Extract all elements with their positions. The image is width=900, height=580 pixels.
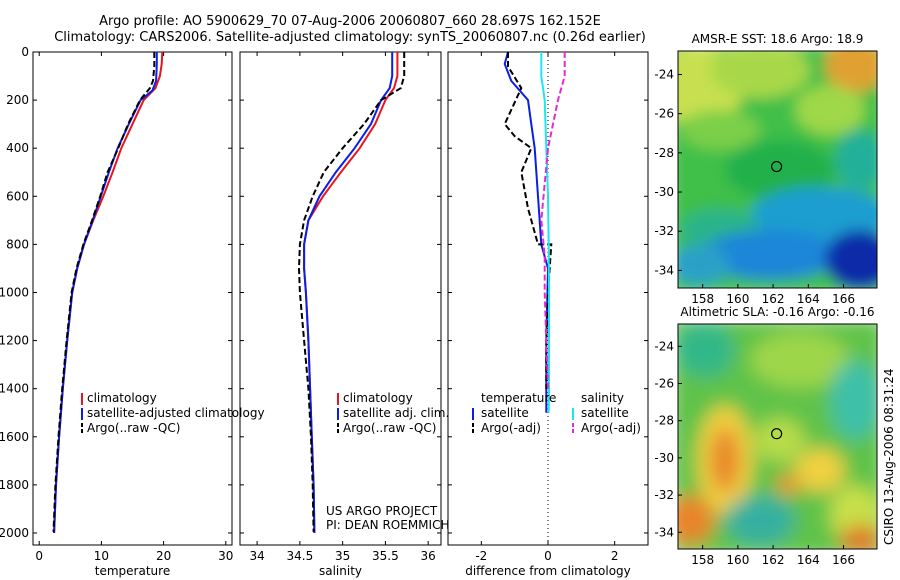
sla_map-axes-box	[677, 323, 878, 550]
sla_map-ytick-label: -24	[654, 339, 674, 353]
temperature-ytick-label: 600	[6, 189, 29, 203]
temperature-legend-label: climatology	[87, 391, 157, 405]
salinity-xtick-label: 35.5	[372, 549, 399, 563]
sla_map-ytick-label: -34	[654, 525, 674, 539]
temperature-axes-box	[32, 51, 233, 546]
sst_map-ytick-label: -28	[654, 146, 674, 160]
salinity-annotation: PI: DEAN ROEMMICH	[326, 518, 449, 532]
sla_map-xtick-label: 164	[797, 553, 820, 567]
difference-legend-label: satellite	[481, 406, 529, 420]
sla_map-xtick-label: 166	[832, 553, 855, 567]
sla_map-ytick-label: -26	[654, 377, 674, 391]
temperature-xtick-label: 10	[94, 549, 109, 563]
difference-xlabel: difference from climatology	[465, 564, 631, 578]
sla_map-title: Altimetric SLA: -0.16 Argo: -0.16	[680, 305, 874, 319]
temperature-ytick-label: 400	[6, 141, 29, 155]
temperature-ytick-label: 200	[6, 93, 29, 107]
salinity-xtick-label: 36	[421, 549, 436, 563]
temperature-ytick-label: 1400	[0, 382, 29, 396]
temperature-ytick-label: 2000	[0, 526, 29, 540]
temperature-legend-label: Argo(..raw -QC)	[87, 421, 180, 435]
difference-series-3	[540, 52, 566, 389]
temperature-xtick-label: 0	[35, 549, 43, 563]
sst_map-axes-box	[677, 50, 878, 289]
title-line-1: Argo profile: AO 5900629_70 07-Aug-2006 …	[99, 14, 601, 29]
sla_map-argo-marker	[771, 428, 783, 440]
temperature-ytick-label: 0	[21, 45, 29, 59]
salinity-legend-label: satellite adj. clim.	[343, 406, 449, 420]
salinity-xtick-label: 34	[249, 549, 264, 563]
difference-xtick-label: 2	[611, 549, 619, 563]
salinity-axes-box	[239, 51, 442, 546]
salinity-xtick-label: 34.5	[287, 549, 314, 563]
temperature-series-2	[52, 52, 156, 532]
sst_map-ytick-label: -30	[654, 185, 674, 199]
difference-legend-label: Argo(-adj)	[581, 421, 641, 435]
difference-legend-label: Argo(-adj)	[481, 421, 541, 435]
temperature-legend-label: satellite-adjusted climatology	[87, 406, 265, 420]
difference-legend-heading: salinity	[581, 391, 624, 405]
salinity-series-0	[303, 52, 399, 534]
difference-legend-label: satellite	[581, 406, 629, 420]
temperature-xlabel: temperature	[95, 564, 170, 578]
sla_map-ytick-label: -30	[654, 451, 674, 465]
sst_map-ytick-label: -26	[654, 107, 674, 121]
sla-heatmap-image	[678, 324, 877, 549]
temperature-ytick-label: 800	[6, 237, 29, 251]
sla_map-ytick-label: -28	[654, 414, 674, 428]
temperature-ytick-label: 1000	[0, 285, 29, 299]
sst_map-ytick-label: -24	[654, 68, 674, 82]
sst_map-ytick-label: -32	[654, 224, 674, 238]
sst_map-xtick-label: 162	[762, 292, 785, 306]
sst_map-xtick-label: 160	[726, 292, 749, 306]
difference-series-1	[503, 52, 553, 389]
difference-legend-heading: temperature	[481, 391, 556, 405]
salinity-xlabel: salinity	[319, 564, 362, 578]
salinity-xtick-label: 35	[335, 549, 350, 563]
temperature-xtick-label: 30	[218, 549, 233, 563]
salinity-legend-label: Argo(..raw -QC)	[343, 421, 436, 435]
difference-xtick-label: -2	[475, 549, 487, 563]
sst-heatmap-image	[678, 51, 877, 288]
title-line-2: Climatology: CARS2006. Satellite-adjuste…	[54, 30, 646, 45]
sst_map-xtick-label: 166	[832, 292, 855, 306]
sla_map-ytick-label: -32	[654, 488, 674, 502]
sst_map-ytick-label: -34	[654, 263, 674, 277]
sla_map-xtick-label: 158	[691, 553, 714, 567]
salinity-series-2	[297, 52, 406, 532]
temperature-ytick-label: 1600	[0, 430, 29, 444]
temperature-ytick-label: 1200	[0, 334, 29, 348]
side-timestamp-label: CSIRO 13-Aug-2006 08:31:24	[882, 369, 896, 545]
difference-series-2	[540, 52, 550, 413]
sla_map-xtick-label: 160	[726, 553, 749, 567]
salinity-annotation: US ARGO PROJECT	[326, 504, 438, 518]
sst_map-xtick-label: 164	[797, 292, 820, 306]
temperature-series-1	[53, 52, 158, 534]
difference-xtick-label: 0	[544, 549, 552, 563]
salinity-series-1	[303, 52, 394, 534]
sla_map-xtick-label: 162	[762, 553, 785, 567]
sst_map-xtick-label: 158	[691, 292, 714, 306]
temperature-series-0	[53, 51, 164, 534]
figure-title: Argo profile: AO 5900629_70 07-Aug-2006 …	[40, 14, 660, 46]
sst_map-title: AMSR-E SST: 18.6 Argo: 18.9	[692, 32, 864, 46]
salinity-legend-label: climatology	[343, 391, 413, 405]
temperature-ytick-label: 1800	[0, 478, 29, 492]
temperature-xtick-label: 20	[156, 549, 171, 563]
sst_map-argo-marker	[771, 160, 783, 173]
